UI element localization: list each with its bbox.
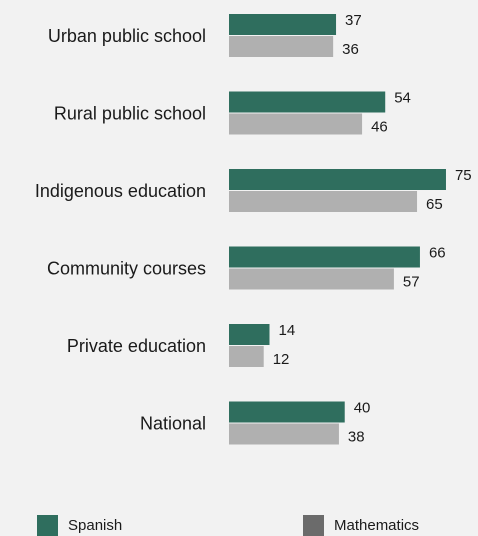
value-label-spanish-indigenous-education: 75 xyxy=(455,167,472,184)
value-label-mathematics-private-education: 12 xyxy=(273,351,290,368)
category-label-rural-public-school: Rural public school xyxy=(54,103,206,123)
bar-spanish-indigenous-education xyxy=(229,169,446,190)
bar-mathematics-rural-public-school xyxy=(229,113,363,135)
value-label-mathematics-community-courses: 57 xyxy=(403,273,420,290)
bar-spanish-urban-public-school xyxy=(229,14,337,35)
category-label-community-courses: Community courses xyxy=(47,258,206,278)
value-label-mathematics-urban-public-school: 36 xyxy=(342,41,359,58)
value-label-spanish-community-courses: 66 xyxy=(429,244,446,261)
bar-spanish-national xyxy=(229,401,345,423)
value-label-mathematics-indigenous-education: 65 xyxy=(426,196,443,213)
value-label-spanish-rural-public-school: 54 xyxy=(394,89,411,106)
bar-spanish-rural-public-school xyxy=(229,91,386,113)
bar-spanish-community-courses xyxy=(229,246,420,268)
legend-label-mathematics: Mathematics xyxy=(334,517,419,534)
value-label-spanish-urban-public-school: 37 xyxy=(345,12,362,29)
value-label-mathematics-national: 38 xyxy=(348,428,365,445)
legend-swatch-mathematics xyxy=(303,515,324,536)
chart-bars xyxy=(229,14,446,445)
category-label-private-education: Private education xyxy=(67,336,206,356)
category-label-urban-public-school: Urban public school xyxy=(48,26,206,46)
bar-mathematics-national xyxy=(229,423,339,445)
bar-mathematics-indigenous-education xyxy=(229,191,418,212)
value-label-mathematics-rural-public-school: 46 xyxy=(371,118,388,135)
chart-legend: Spanish Mathematics xyxy=(37,515,419,536)
category-label-national: National xyxy=(140,413,206,433)
value-label-spanish-private-education: 14 xyxy=(279,322,296,339)
bar-spanish-private-education xyxy=(229,324,270,345)
legend-swatch-spanish xyxy=(37,515,58,536)
bar-mathematics-community-courses xyxy=(229,268,394,290)
bar-mathematics-urban-public-school xyxy=(229,36,334,57)
bar-mathematics-private-education xyxy=(229,346,264,367)
category-label-indigenous-education: Indigenous education xyxy=(35,181,206,201)
legend-label-spanish: Spanish xyxy=(68,517,122,534)
chart-labels: Urban public school 37 36 Rural public scho… xyxy=(35,12,472,446)
value-label-spanish-national: 40 xyxy=(354,399,371,416)
